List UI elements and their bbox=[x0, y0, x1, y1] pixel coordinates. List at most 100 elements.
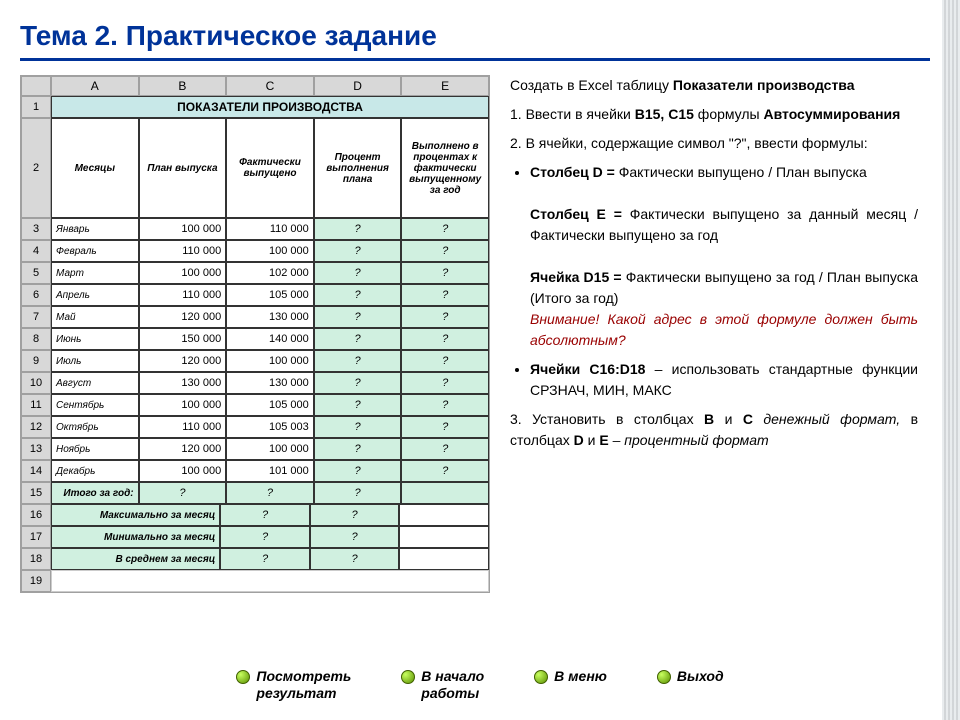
cell-month: Октябрь bbox=[51, 416, 139, 438]
col-C: C bbox=[226, 76, 314, 96]
text: Автосуммирования bbox=[763, 106, 900, 122]
bullet-icon bbox=[657, 670, 671, 684]
row-num: 2 bbox=[21, 118, 51, 218]
cell-pct: ? bbox=[314, 350, 402, 372]
cell: ? bbox=[310, 526, 400, 548]
text: 1. Ввести в ячейки bbox=[510, 106, 635, 122]
row-num: 18 bbox=[21, 548, 51, 570]
text: В bbox=[704, 411, 714, 427]
header-fact: Фактически выпущено bbox=[226, 118, 314, 218]
cell-plan: 150 000 bbox=[139, 328, 227, 350]
totals-label: Максимально за месяц bbox=[51, 504, 220, 526]
nav-view-result[interactable]: Посмотреть результат bbox=[236, 668, 351, 702]
cell-plan: 120 000 bbox=[139, 350, 227, 372]
nav-bar: Посмотреть результат В начало работы В м… bbox=[0, 668, 960, 702]
table-title: ПОКАЗАТЕЛИ ПРОИЗВОДСТВА bbox=[51, 96, 489, 118]
cell bbox=[399, 504, 489, 526]
nav-exit[interactable]: Выход bbox=[657, 668, 724, 702]
cell-pct: ? bbox=[314, 416, 402, 438]
totals-label: Итого за год: bbox=[51, 482, 139, 504]
cell-pct: ? bbox=[314, 394, 402, 416]
corner-cell bbox=[21, 76, 51, 96]
cell-month: Декабрь bbox=[51, 460, 139, 482]
header-pct: Процент выполнения плана bbox=[314, 118, 402, 218]
cell-fact: 110 000 bbox=[226, 218, 314, 240]
text: Столбец D = bbox=[530, 164, 615, 180]
cell-year: ? bbox=[401, 394, 489, 416]
cell-fact: 105 003 bbox=[226, 416, 314, 438]
row-num: 15 bbox=[21, 482, 51, 504]
cell-year: ? bbox=[401, 306, 489, 328]
text: и bbox=[588, 432, 600, 448]
warning-text: Внимание! Какой адрес в этой формуле дол… bbox=[530, 311, 918, 348]
nav-menu[interactable]: В меню bbox=[534, 668, 607, 702]
cell-fact: 100 000 bbox=[226, 438, 314, 460]
row-num: 11 bbox=[21, 394, 51, 416]
cell-pct: ? bbox=[314, 218, 402, 240]
cell-fact: 100 000 bbox=[226, 240, 314, 262]
bullet-icon bbox=[236, 670, 250, 684]
text: В15, С15 bbox=[635, 106, 694, 122]
cell: ? bbox=[220, 526, 310, 548]
cell: ? bbox=[220, 548, 310, 570]
text: – процентный формат bbox=[613, 432, 769, 448]
cell-month: Июль bbox=[51, 350, 139, 372]
text: D bbox=[574, 432, 584, 448]
row-num: 6 bbox=[21, 284, 51, 306]
cell-year: ? bbox=[401, 284, 489, 306]
text: Показатели производства bbox=[673, 77, 855, 93]
cell: ? bbox=[220, 504, 310, 526]
row-num: 8 bbox=[21, 328, 51, 350]
row-num: 7 bbox=[21, 306, 51, 328]
cell: ? bbox=[310, 504, 400, 526]
cell bbox=[399, 526, 489, 548]
cell-fact: 140 000 bbox=[226, 328, 314, 350]
cell-pct: ? bbox=[314, 460, 402, 482]
text: Создать в Excel таблицу bbox=[510, 77, 673, 93]
cell-month: Ноябрь bbox=[51, 438, 139, 460]
cell-plan: 110 000 bbox=[139, 284, 227, 306]
cell-year: ? bbox=[401, 328, 489, 350]
cell-pct: ? bbox=[314, 284, 402, 306]
row-num: 14 bbox=[21, 460, 51, 482]
cell-month: Июнь bbox=[51, 328, 139, 350]
cell-fact: 101 000 bbox=[226, 460, 314, 482]
cell-fact: 130 000 bbox=[226, 372, 314, 394]
text: E bbox=[599, 432, 608, 448]
nav-label: Выход bbox=[677, 668, 724, 685]
cell-plan: 130 000 bbox=[139, 372, 227, 394]
row-num: 19 bbox=[21, 570, 51, 592]
cell-fact: 105 000 bbox=[226, 394, 314, 416]
cell-plan: 100 000 bbox=[139, 262, 227, 284]
cell: ? bbox=[139, 482, 227, 504]
cell bbox=[401, 482, 489, 504]
cell-year: ? bbox=[401, 460, 489, 482]
cell-month: Май bbox=[51, 306, 139, 328]
text: Фактически выпущено / План выпуска bbox=[619, 164, 867, 180]
text: 2. В ячейки, содержащие символ "?", ввес… bbox=[510, 133, 918, 154]
cell-month: Апрель bbox=[51, 284, 139, 306]
cell-year: ? bbox=[401, 240, 489, 262]
cell-year: ? bbox=[401, 372, 489, 394]
cell-pct: ? bbox=[314, 372, 402, 394]
cell-year: ? bbox=[401, 416, 489, 438]
cell-plan: 100 000 bbox=[139, 394, 227, 416]
cell-fact: 102 000 bbox=[226, 262, 314, 284]
cell: ? bbox=[226, 482, 314, 504]
text: Ячейки C16:D18 bbox=[530, 361, 645, 377]
cell-month: Февраль bbox=[51, 240, 139, 262]
header-month: Месяцы bbox=[51, 118, 139, 218]
cell-month: Март bbox=[51, 262, 139, 284]
nav-start[interactable]: В начало работы bbox=[401, 668, 484, 702]
cell-year: ? bbox=[401, 438, 489, 460]
nav-label: В начало работы bbox=[421, 668, 484, 702]
page-title: Тема 2. Практическое задание bbox=[20, 20, 930, 61]
row-num: 12 bbox=[21, 416, 51, 438]
totals-label: Минимально за месяц bbox=[51, 526, 220, 548]
row-num: 1 bbox=[21, 96, 51, 118]
row-num: 4 bbox=[21, 240, 51, 262]
row-num: 16 bbox=[21, 504, 51, 526]
decorative-stripe bbox=[942, 0, 960, 720]
cell-fact: 100 000 bbox=[226, 350, 314, 372]
text: Столбец Е = bbox=[530, 206, 622, 222]
